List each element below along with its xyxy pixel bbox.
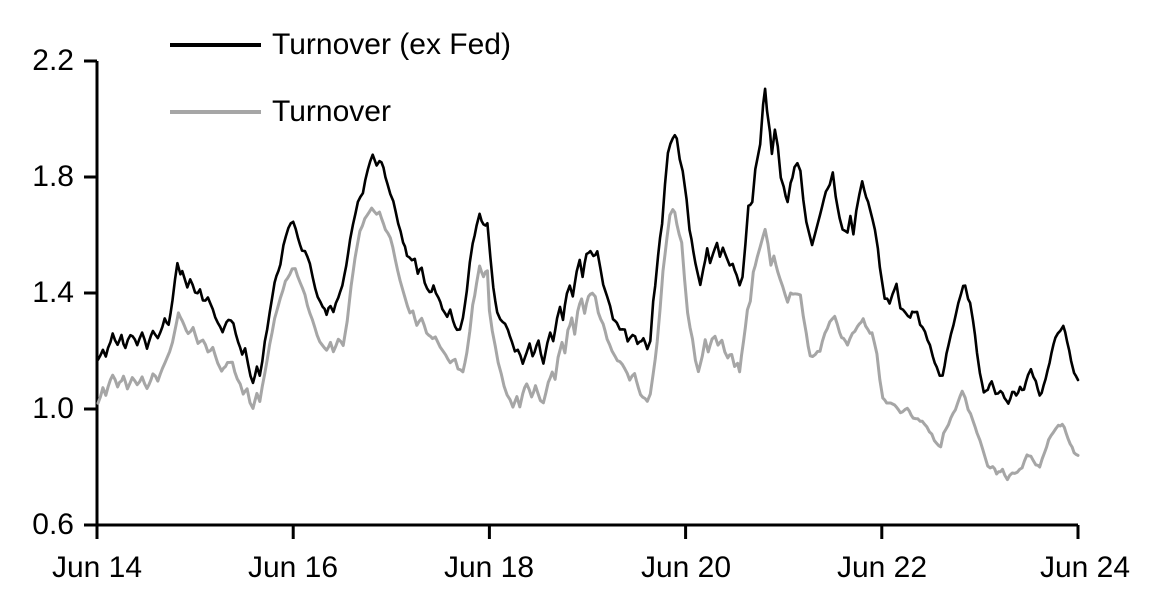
- legend-line-swatch-turnover: [170, 110, 261, 114]
- legend-label-turnover: Turnover: [272, 95, 391, 128]
- x-tick-label-jun-14: Jun 14: [51, 551, 143, 584]
- y-tick-label-1.0: 1.0: [32, 392, 74, 425]
- legend-label-turnover-ex-fed: Turnover (ex Fed): [272, 28, 511, 61]
- series-line-turnover: [96, 206, 1080, 482]
- y-tick-label-0.6: 0.6: [32, 508, 74, 541]
- x-tick-label-jun-24: Jun 24: [1039, 551, 1131, 584]
- y-tick-label-1.8: 1.8: [32, 160, 74, 193]
- x-tick-label-jun-18: Jun 18: [443, 551, 535, 584]
- y-tick-label-2.2: 2.2: [32, 44, 74, 77]
- x-tick-label-jun-20: Jun 20: [640, 551, 732, 584]
- x-tick-label-jun-16: Jun 16: [247, 551, 339, 584]
- series-line-turnover-ex-fed: [96, 87, 1080, 405]
- x-tick-label-jun-22: Jun 22: [836, 551, 928, 584]
- y-tick-label-1.4: 1.4: [32, 276, 74, 309]
- legend-line-swatch-turnover-ex-fed: [170, 43, 261, 47]
